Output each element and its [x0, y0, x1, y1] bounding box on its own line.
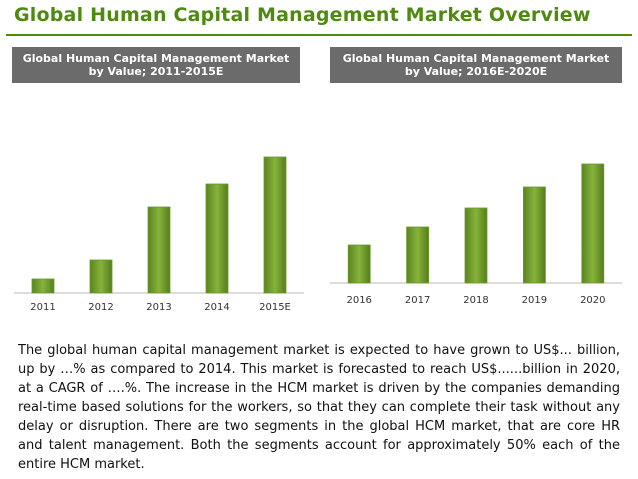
title-rule	[6, 34, 632, 36]
bar	[147, 206, 171, 294]
x-tick-label: 2015E	[259, 302, 291, 313]
bar	[464, 207, 488, 284]
x-tick-label: 2020	[580, 295, 605, 306]
x-tick-label: 2019	[522, 295, 547, 306]
x-tick-label: 2017	[405, 295, 430, 306]
x-tick-label: 2014	[204, 302, 229, 313]
chart-title: Global Human Capital Management Market b…	[330, 47, 622, 83]
x-tick-label: 2013	[146, 302, 171, 313]
x-tick-label: 2018	[463, 295, 488, 306]
bar	[406, 226, 430, 284]
x-tick-label: 2012	[88, 302, 113, 313]
bar	[581, 163, 605, 284]
description: The global human capital management mark…	[18, 343, 620, 472]
x-tick-label: 2016	[346, 295, 371, 306]
bar	[31, 278, 55, 294]
chart-title: Global Human Capital Management Market b…	[12, 47, 300, 83]
bar	[89, 259, 113, 294]
bar	[347, 244, 371, 284]
bar	[205, 183, 229, 294]
x-tick-label: 2011	[30, 302, 55, 313]
slide-title: Global Human Capital Management Market O…	[14, 4, 591, 26]
bar	[523, 186, 546, 284]
bar	[263, 156, 287, 294]
